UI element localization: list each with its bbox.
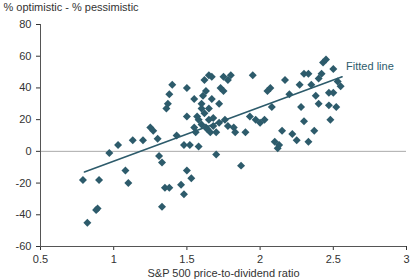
svg-text:2: 2 — [257, 253, 263, 265]
svg-text:80: 80 — [19, 18, 31, 30]
svg-text:% optimistic - % pessimistic: % optimistic - % pessimistic — [4, 1, 140, 13]
svg-text:40: 40 — [19, 81, 31, 93]
svg-text:-20: -20 — [16, 177, 32, 189]
svg-text:60: 60 — [19, 50, 31, 62]
svg-text:2.5: 2.5 — [326, 253, 341, 265]
svg-text:3: 3 — [403, 253, 409, 265]
svg-text:S&P 500 price-to-dividend rati: S&P 500 price-to-dividend ratio — [147, 267, 299, 279]
svg-text:1.5: 1.5 — [179, 253, 194, 265]
svg-text:20: 20 — [19, 113, 31, 125]
svg-text:0.5: 0.5 — [33, 253, 48, 265]
svg-text:0: 0 — [25, 145, 31, 157]
svg-text:1: 1 — [111, 253, 117, 265]
svg-text:Fitted line: Fitted line — [346, 60, 394, 72]
svg-text:-60: -60 — [16, 240, 32, 252]
svg-text:-40: -40 — [16, 208, 32, 220]
